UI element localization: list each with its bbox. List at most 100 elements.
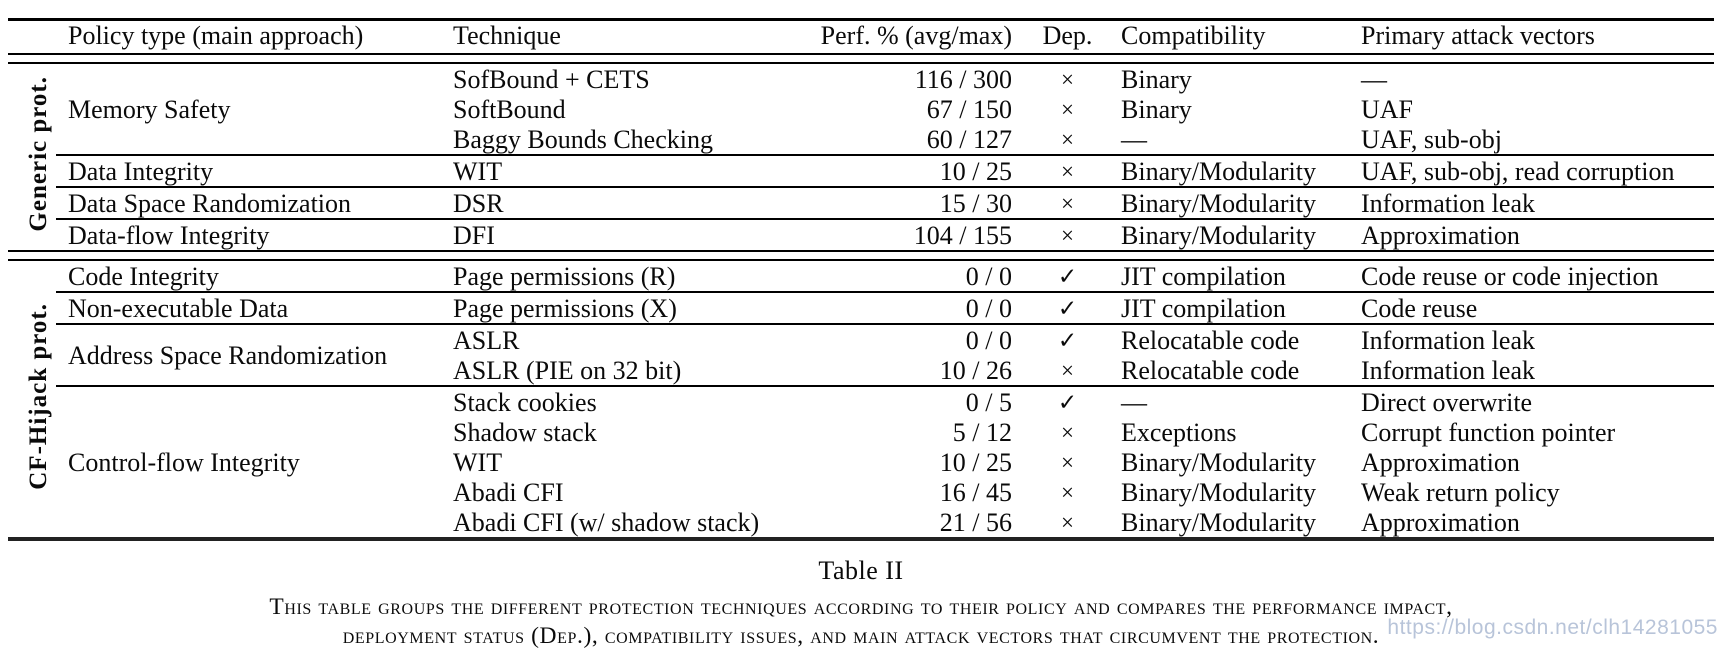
dep-cell-check-mark: ✓ (1057, 327, 1078, 353)
table-caption-line2: deployment status (Dep.), compatibility … (342, 623, 1380, 649)
dep-cell-cross-mark: × (1061, 66, 1074, 92)
attack-vector-cell: UAF, sub-obj, read corruption (1349, 155, 1714, 188)
perf-header: Perf. % (avg/max) (789, 19, 1026, 55)
compatibility-cell: Binary/Modularity (1121, 477, 1316, 507)
rule-line (8, 54, 1714, 64)
technique-cell: Abadi CFI (w/ shadow stack) (453, 507, 760, 537)
attack-vectors-header: Primary attack vectors (1349, 19, 1714, 55)
dep-cell-cross-mark: × (1061, 509, 1074, 535)
group-generic-prot: Generic prot. Memory Safety SofBound + C… (8, 63, 1714, 252)
attack-vector-cell: Direct overwrite (1361, 387, 1533, 417)
perf-cell: 5 / 12 (952, 417, 1012, 447)
dep-cell-check-mark: ✓ (1057, 389, 1078, 415)
group-cf-hijack-prot: CF-Hijack prot. Code Integrity Page perm… (8, 260, 1714, 539)
dep-cell-cross-mark: × (1061, 449, 1074, 475)
attack-vector-cell: Approximation (1361, 447, 1520, 477)
compatibility-cell: Binary/Modularity (1121, 507, 1316, 537)
table-row: Abadi CFI 16 / 45 × Binary/Modularity We… (8, 477, 1714, 507)
compatibility-cell: JIT compilation (1109, 292, 1349, 325)
policy-cell: Non-executable Data (56, 292, 441, 325)
table-row: Data Integrity WIT 10 / 25 × Binary/Modu… (8, 155, 1714, 188)
attack-vector-cell: Information leak (1349, 355, 1714, 387)
attack-vector-cell: Information leak (1349, 187, 1714, 220)
header-double-rule-gap (8, 54, 1714, 64)
group-label-text: Generic prot. (24, 76, 52, 232)
dep-cell-check-mark: ✓ (1026, 292, 1109, 325)
dep-cell-check-mark: ✓ (1026, 260, 1109, 293)
technique-cell: Shadow stack (453, 417, 597, 447)
group-double-rule-gap (8, 251, 1714, 261)
policy-cell: Data Integrity (56, 155, 441, 188)
perf-cell: 15 / 30 (789, 187, 1026, 220)
technique-cell: ASLR (PIE on 32 bit) (441, 355, 789, 387)
table-header: Policy type (main approach) Technique Pe… (8, 19, 1714, 55)
attack-vector-cell: Approximation (1361, 507, 1520, 537)
attack-vector-cell: UAF, sub-obj (1349, 124, 1714, 156)
technique-cell: DSR (441, 187, 789, 220)
table-caption: Table II This table groups the different… (0, 556, 1722, 651)
policy-cell: Control-flow Integrity (68, 447, 300, 477)
table-row: WIT 10 / 25 × Binary/Modularity Approxim… (8, 447, 1714, 477)
dep-cell-cross-mark: × (1061, 419, 1074, 445)
perf-cell: 104 / 155 (789, 219, 1026, 252)
technique-cell: Abadi CFI (453, 477, 564, 507)
technique-cell: Page permissions (X) (441, 292, 789, 325)
perf-cell: 0 / 5 (965, 387, 1012, 417)
compatibility-cell: Binary/Modularity (1109, 187, 1349, 220)
table-row: Generic prot. Memory Safety SofBound + C… (8, 63, 1714, 252)
group-label-generic: Generic prot. (8, 63, 56, 252)
attack-vector-cell: Approximation (1349, 219, 1714, 252)
compatibility-cell: Binary/Modularity (1109, 155, 1349, 188)
dep-cell-cross-mark: × (1026, 124, 1109, 156)
group-label-text: CF-Hijack prot. (24, 302, 52, 490)
csdn-watermark: https://blog.csdn.net/clh14281055 (1387, 616, 1718, 639)
technique-cell: Baggy Bounds Checking (441, 124, 789, 156)
table-caption-line1: This table groups the different protecti… (269, 594, 1453, 620)
perf-cell: 60 / 127 (789, 124, 1026, 156)
rule-line (8, 251, 1714, 261)
policy-cell: Data Space Randomization (56, 187, 441, 220)
compatibility-cell: Binary (1121, 64, 1192, 94)
table-row: Data Space Randomization DSR 15 / 30 × B… (8, 187, 1714, 220)
technique-cell: WIT (453, 447, 503, 477)
compatibility-cell: Binary/Modularity (1109, 219, 1349, 252)
perf-cell: 16 / 45 (939, 477, 1012, 507)
attack-vector-cell: Code reuse (1349, 292, 1714, 325)
dep-header: Dep. (1026, 19, 1109, 55)
table-caption-title: Table II (818, 556, 904, 585)
perf-cell: 10 / 25 (789, 155, 1026, 188)
compatibility-cell: — (1109, 124, 1349, 156)
group-label-cf-hijack: CF-Hijack prot. (8, 260, 56, 539)
table-row: SoftBound 67 / 150 × Binary UAF (8, 94, 1714, 124)
technique-cell: SofBound + CETS (453, 64, 650, 94)
compatibility-cell: Binary/Modularity (1121, 447, 1316, 477)
table-row: Address Space Randomization ASLR 0 / 0 ✓… (8, 324, 1714, 387)
table-row: ASLR (PIE on 32 bit) 10 / 26 × Relocatab… (8, 355, 1714, 387)
table-row: Non-executable Data Page permissions (X)… (8, 292, 1714, 325)
technique-cell: ASLR (453, 325, 520, 355)
policy-cell: Address Space Randomization (56, 324, 441, 387)
protection-techniques-table: Policy type (main approach) Technique Pe… (8, 18, 1714, 541)
perf-cell: 0 / 0 (789, 260, 1026, 293)
attack-vector-cell: — (1361, 64, 1387, 94)
attack-vector-cell: Corrupt function pointer (1361, 417, 1616, 447)
compatibility-cell: — (1121, 387, 1147, 417)
attack-vector-cell: Information leak (1361, 325, 1535, 355)
compatibility-cell: JIT compilation (1109, 260, 1349, 293)
technique-cell: DFI (441, 219, 789, 252)
dep-cell-cross-mark: × (1026, 355, 1109, 387)
dep-cell-cross-mark: × (1026, 187, 1109, 220)
table-row: CF-Hijack prot. Code Integrity Page perm… (8, 260, 1714, 489)
table-row: Control-flow Integrity Stack cookies 0 /… (8, 386, 1714, 477)
technique-header: Technique (441, 19, 789, 55)
table-row: Shadow stack 5 / 12 × Exceptions Corrupt… (8, 417, 1714, 447)
technique-cell: SoftBound (453, 94, 566, 124)
perf-cell: 10 / 26 (789, 355, 1026, 387)
attack-vector-cell: Weak return policy (1361, 477, 1560, 507)
policy-cell: Memory Safety (56, 63, 441, 156)
compatibility-cell: Relocatable code (1121, 325, 1300, 355)
compatibility-cell: Relocatable code (1109, 355, 1349, 387)
policy-cell: Data-flow Integrity (56, 219, 441, 252)
technique-cell: Stack cookies (453, 387, 597, 417)
table-row: Abadi CFI (w/ shadow stack) 21 / 56 × Bi… (8, 507, 1714, 539)
